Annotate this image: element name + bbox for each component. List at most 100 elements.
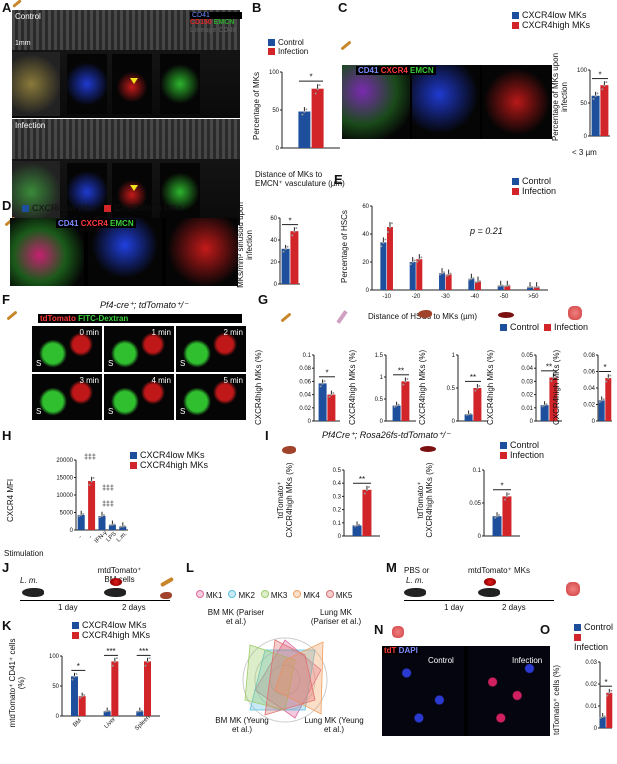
sinusoid-label: S [36,359,42,368]
bar [416,259,423,290]
ylabel-e: Percentage of HSCs [340,210,349,283]
label-1day-m: 1 day [444,603,464,612]
sig-marker: *** [106,647,115,656]
y-tick-label: 0.03 [521,379,533,385]
time-label: 3 min [79,376,99,385]
data-point [603,84,606,87]
panel-letter-o: O [540,622,551,637]
ylabel-o: tdTomato⁺ cells (%) [552,664,561,735]
ylabel-g1: CXCR4high MKs (%) [254,349,263,425]
arrowhead-icon [130,78,138,84]
radar-chart-l [242,637,328,723]
time-label: 2 min [223,328,243,337]
ylabel-g4: CXCR4high MKs (%) [486,349,495,425]
data-point [382,241,385,244]
data-point [111,523,114,526]
y-tick-label: 0 [338,534,342,540]
y-tick-label: 0 [594,726,598,732]
data-point [605,81,608,84]
y-tick-label: 40 [270,238,277,244]
data-point [529,286,532,289]
data-point [90,480,93,483]
stain-emcn: EMCN [213,19,235,26]
x-tick-label: >50 [528,294,539,300]
legend-g: Control Infection [500,322,588,332]
data-point [393,405,396,408]
data-point [468,278,471,281]
y-tick-label: 0.3 [333,494,342,500]
data-point [406,378,409,381]
bar [606,692,613,728]
data-point [508,284,511,287]
legend-i: Control Infection [500,440,544,460]
data-point [494,516,497,519]
radar-series [274,641,324,715]
chart-g1: 0 0.02 0.04 0.06 0.08 0.1 * [299,353,340,425]
stain-emcn-c: EMCN [410,66,434,75]
data-point [443,271,446,274]
data-point [354,525,357,528]
data-point [498,514,501,517]
bar [533,287,540,290]
data-point [106,710,109,713]
label-control-n: Control [428,656,454,665]
y-tick-label: 0 [380,419,384,425]
liver-icon [160,592,172,599]
data-point [115,657,118,660]
data-point [476,280,479,283]
panel-letter-d: D [2,198,12,213]
axis-l-0: BM MK (Pariser et al.) [207,608,265,626]
data-point [554,373,557,376]
data-point [535,286,538,289]
y-tick-label: 0.08 [583,353,595,359]
bar [401,381,410,421]
data-point [467,413,470,416]
data-point [594,95,597,98]
legend-e: Control Infection [512,176,556,196]
bar [439,273,446,290]
y-tick-label: 0 [452,419,456,425]
data-point [101,515,103,518]
chart-i2: 0 0.05 0.1 * [469,468,520,540]
data-point [363,492,366,495]
data-point [99,516,101,519]
stain-tdtomato-f: tdTomato [40,314,76,323]
ylabel-i1: tdTomato⁺ CXCR4high MKs (%) [276,462,294,538]
y-tick-label: 0 [70,528,74,534]
legend-d: CXCR4low MKs CXCR4high MKs [22,203,252,213]
label-2days-j: 2 days [122,603,146,612]
lung-icon [568,306,582,320]
bar [77,514,85,530]
data-point [501,284,504,287]
data-point [109,524,112,527]
chart-i1: 0 0.1 0.2 0.3 0.4 0.5 ** [333,468,380,540]
stain-lineage: Lineage CD48 [190,27,237,34]
sig-marker: ‡‡‡ [102,501,114,508]
data-point [71,678,74,681]
bar [540,405,549,421]
data-point [144,664,147,667]
data-point [413,259,416,262]
stain-emcn-d: EMCN [110,219,134,228]
chart-b: 0 50 100 * [269,70,340,152]
data-point [123,525,126,528]
data-point [121,525,124,528]
time-lapse-frame: 5 min S [176,374,246,420]
data-point [113,660,116,663]
bar [290,231,299,284]
y-tick-label: 100 [49,654,60,660]
panel-letter-b: B [252,0,262,15]
data-point [111,664,114,667]
bar [445,274,452,290]
sig-marker: ** [546,363,552,372]
y-tick-label: 0.05 [521,353,533,359]
spleen-icon [498,312,514,318]
lm-label-m: L. m. [406,576,424,585]
sig-marker: * [598,70,601,79]
data-point [505,495,508,498]
data-point [305,108,308,111]
data-point [330,393,333,396]
data-point [402,383,405,386]
legend-h: CXCR4low MKs CXCR4high MKs [130,450,208,470]
